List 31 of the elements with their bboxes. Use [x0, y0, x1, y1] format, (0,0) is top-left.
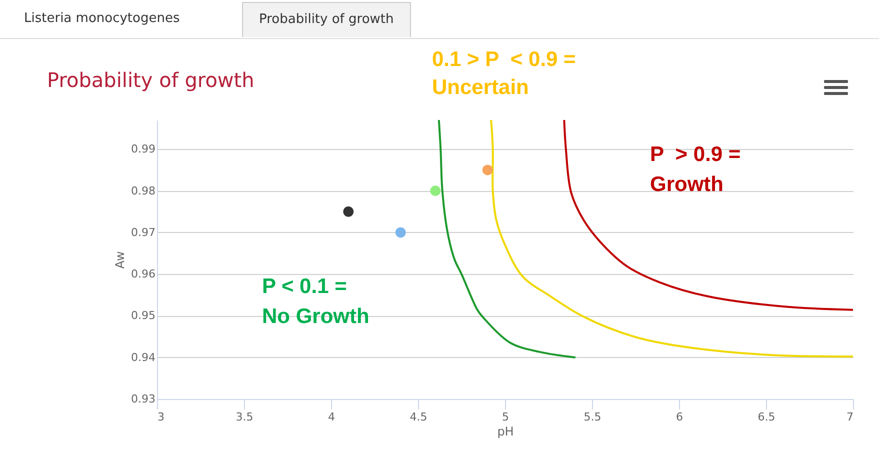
line-series: [490, 120, 853, 358]
text: Probability of growth: [242, 2, 411, 37]
x-tick-label: 3.5: [236, 410, 254, 424]
x-tick-label: 3: [158, 410, 164, 424]
x-tick-label: 4.5: [410, 410, 428, 424]
x-tick-label: 6: [676, 410, 683, 424]
point: [395, 227, 406, 238]
y-tick-label: 0.94: [131, 350, 156, 364]
line-series: [563, 120, 853, 311]
point: [343, 206, 354, 217]
point: [482, 164, 493, 176]
y-tick-label: 0.98: [131, 184, 156, 198]
text: Listeria monocytogenes: [8, 2, 196, 36]
y-tick-label: 0.93: [131, 392, 156, 406]
x-tick-label: 5: [502, 410, 509, 424]
x-tick-label: 6.5: [758, 410, 776, 424]
x-tick-label: 5.5: [584, 410, 602, 424]
y-tick-label: 0.97: [131, 226, 156, 239]
x-axis-title: pH: [497, 424, 514, 438]
chart-title: Probability of growth: [47, 68, 254, 92]
y-tick-label: 0.95: [131, 309, 156, 322]
y-axis-title: Aw: [113, 251, 128, 269]
x-tick-label: 7: [846, 410, 854, 424]
point: [430, 186, 441, 196]
x-tick-label: 4: [328, 410, 335, 424]
text: 0.1 > P < 0.9 = Uncertain: [432, 47, 576, 101]
annotation: P < 0.1 = No Growth: [262, 274, 370, 330]
line-series: [438, 120, 576, 358]
y-tick-label: 0.99: [131, 142, 156, 156]
annotation: P > 0.9 = Growth: [650, 142, 741, 198]
y-tick-label: 0.96: [131, 268, 156, 281]
